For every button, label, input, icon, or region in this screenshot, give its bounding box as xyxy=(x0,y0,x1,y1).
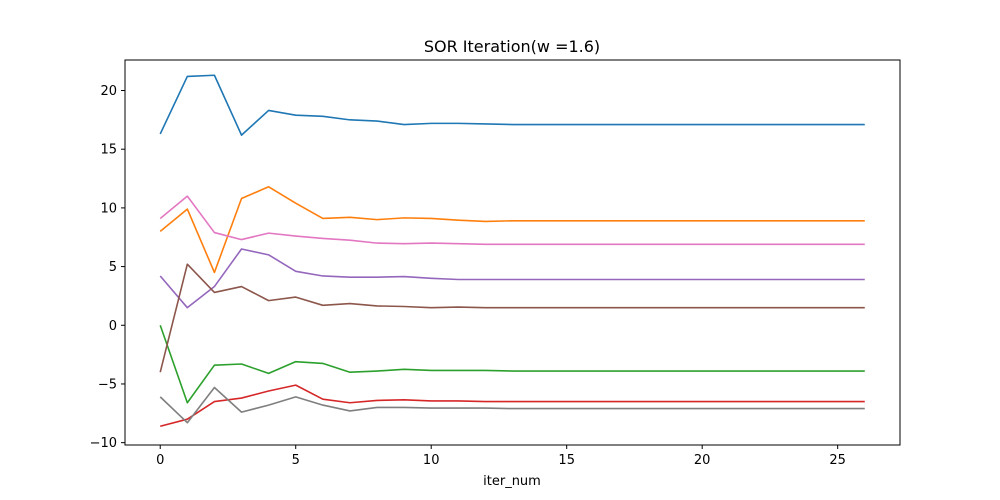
x-tick-label: 15 xyxy=(558,453,575,468)
y-axis: −10 −5 0 5 10 15 20 xyxy=(90,84,125,451)
series-line-2 xyxy=(159,185,865,274)
y-tick-label: 20 xyxy=(100,84,117,99)
x-tick-label: 0 xyxy=(156,453,164,468)
x-axis: 0 5 10 15 20 25 xyxy=(156,445,846,468)
y-tick-label: −5 xyxy=(98,377,117,392)
y-tick-label: −10 xyxy=(90,436,117,451)
series-line-3 xyxy=(159,325,865,404)
series-line-6 xyxy=(159,263,865,373)
series-line-7 xyxy=(159,195,865,246)
x-tick-label: 10 xyxy=(423,453,440,468)
y-tick-label: 0 xyxy=(109,319,117,334)
plot-frame xyxy=(124,59,901,446)
x-tick-label: 25 xyxy=(829,453,846,468)
series-line-4 xyxy=(160,384,865,427)
series-line-1 xyxy=(159,74,865,136)
x-tick-label: 5 xyxy=(292,453,300,468)
y-tick-label: 5 xyxy=(109,260,117,275)
chart-title: SOR Iteration(w =1.6) xyxy=(424,37,600,56)
x-tick-label: 20 xyxy=(694,453,711,468)
series-layer xyxy=(159,74,865,427)
y-tick-label: 15 xyxy=(100,143,117,158)
y-tick-label: 10 xyxy=(100,201,117,216)
series-line-8 xyxy=(159,386,865,424)
series-line-5 xyxy=(159,248,865,309)
x-axis-label: iter_num xyxy=(483,474,541,489)
